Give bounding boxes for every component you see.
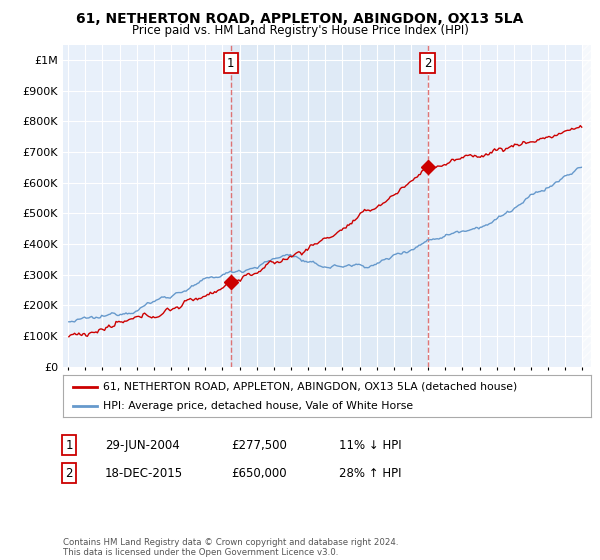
Text: 2: 2 — [65, 466, 73, 480]
Text: 61, NETHERTON ROAD, APPLETON, ABINGDON, OX13 5LA: 61, NETHERTON ROAD, APPLETON, ABINGDON, … — [76, 12, 524, 26]
Bar — [583, 45, 591, 367]
Text: 29-JUN-2004: 29-JUN-2004 — [105, 438, 180, 452]
Text: 61, NETHERTON ROAD, APPLETON, ABINGDON, OX13 5LA (detached house): 61, NETHERTON ROAD, APPLETON, ABINGDON, … — [103, 381, 517, 391]
Text: 11% ↓ HPI: 11% ↓ HPI — [339, 438, 401, 452]
Text: 18-DEC-2015: 18-DEC-2015 — [105, 466, 183, 480]
Text: 28% ↑ HPI: 28% ↑ HPI — [339, 466, 401, 480]
Bar — [231, 45, 428, 367]
Text: £650,000: £650,000 — [231, 466, 287, 480]
Text: 2: 2 — [424, 57, 431, 69]
Text: Price paid vs. HM Land Registry's House Price Index (HPI): Price paid vs. HM Land Registry's House … — [131, 24, 469, 36]
Text: £277,500: £277,500 — [231, 438, 287, 452]
Text: 1: 1 — [227, 57, 235, 69]
Text: HPI: Average price, detached house, Vale of White Horse: HPI: Average price, detached house, Vale… — [103, 401, 413, 411]
Text: Contains HM Land Registry data © Crown copyright and database right 2024.
This d: Contains HM Land Registry data © Crown c… — [63, 538, 398, 557]
Text: 1: 1 — [65, 438, 73, 452]
